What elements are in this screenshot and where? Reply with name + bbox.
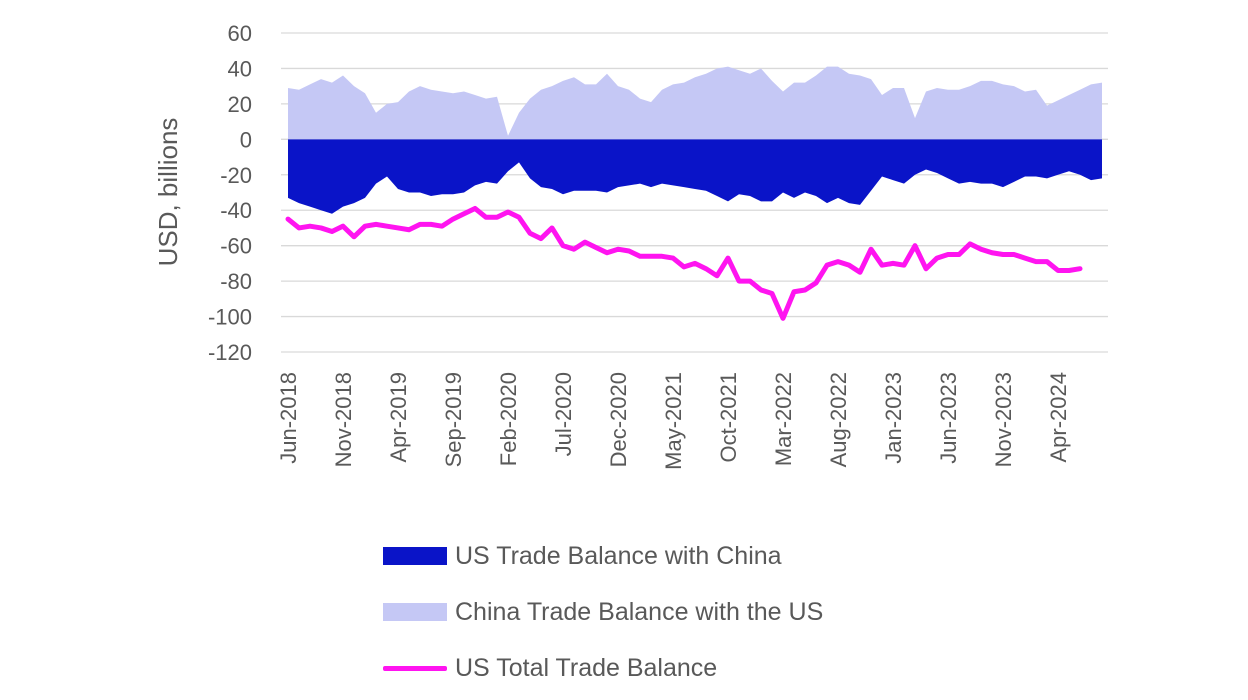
y-tick-label: -100 [208, 305, 252, 330]
x-tick-label: Nov-2018 [331, 372, 356, 467]
x-tick-label: Apr-2019 [386, 372, 411, 463]
y-tick-label: -20 [220, 163, 252, 188]
y-tick-label: -120 [208, 340, 252, 365]
y-axis-ticks: 60 40 20 0 -20 -40 -60 -80 -100 -120 [208, 21, 252, 365]
x-tick-label: Sep-2019 [441, 372, 466, 467]
legend-swatch-us-china [383, 547, 447, 565]
area-china-trade-balance-with-us [288, 66, 1102, 140]
y-tick-label: 0 [240, 127, 252, 152]
legend-swatch-us-total [383, 665, 447, 671]
line-us-total-trade-balance [285, 205, 1083, 321]
x-tick-label: Jan-2023 [881, 372, 906, 464]
legend-item-china-us: China Trade Balance with the US [383, 584, 823, 640]
x-tick-label: Dec-2020 [606, 372, 631, 467]
x-tick-label: Apr-2024 [1046, 372, 1071, 463]
y-axis-label: USD, billions [153, 118, 183, 267]
y-tick-label: -40 [220, 198, 252, 223]
chart-legend: US Trade Balance with China China Trade … [383, 528, 823, 696]
legend-item-us-china: US Trade Balance with China [383, 528, 823, 584]
legend-swatch-china-us [383, 603, 447, 621]
x-tick-label: Aug-2022 [826, 372, 851, 467]
x-tick-label: Oct-2021 [716, 372, 741, 463]
y-tick-label: 40 [228, 56, 252, 81]
line-series [285, 205, 1083, 321]
y-tick-label: -80 [220, 269, 252, 294]
x-tick-label: Feb-2020 [496, 372, 521, 466]
legend-label-china-us: China Trade Balance with the US [455, 597, 824, 626]
x-tick-label: Jun-2018 [276, 372, 301, 464]
x-tick-label: Jun-2023 [936, 372, 961, 464]
x-tick-label: Mar-2022 [771, 372, 796, 466]
x-tick-label: Jul-2020 [551, 372, 576, 456]
area-us-trade-balance-with-china [288, 139, 1102, 214]
x-tick-label: Nov-2023 [991, 372, 1016, 467]
area-series [288, 66, 1102, 214]
y-tick-label: 20 [228, 92, 252, 117]
y-tick-label: -60 [220, 234, 252, 259]
y-tick-label: 60 [228, 21, 252, 46]
legend-item-us-total: US Total Trade Balance [383, 640, 823, 696]
legend-label-us-china: US Trade Balance with China [455, 541, 782, 570]
x-axis-ticks: Jun-2018 Nov-2018 Apr-2019 Sep-2019 Feb-2020… [276, 372, 1071, 470]
x-tick-label: May-2021 [661, 372, 686, 470]
legend-label-us-total: US Total Trade Balance [455, 653, 718, 682]
